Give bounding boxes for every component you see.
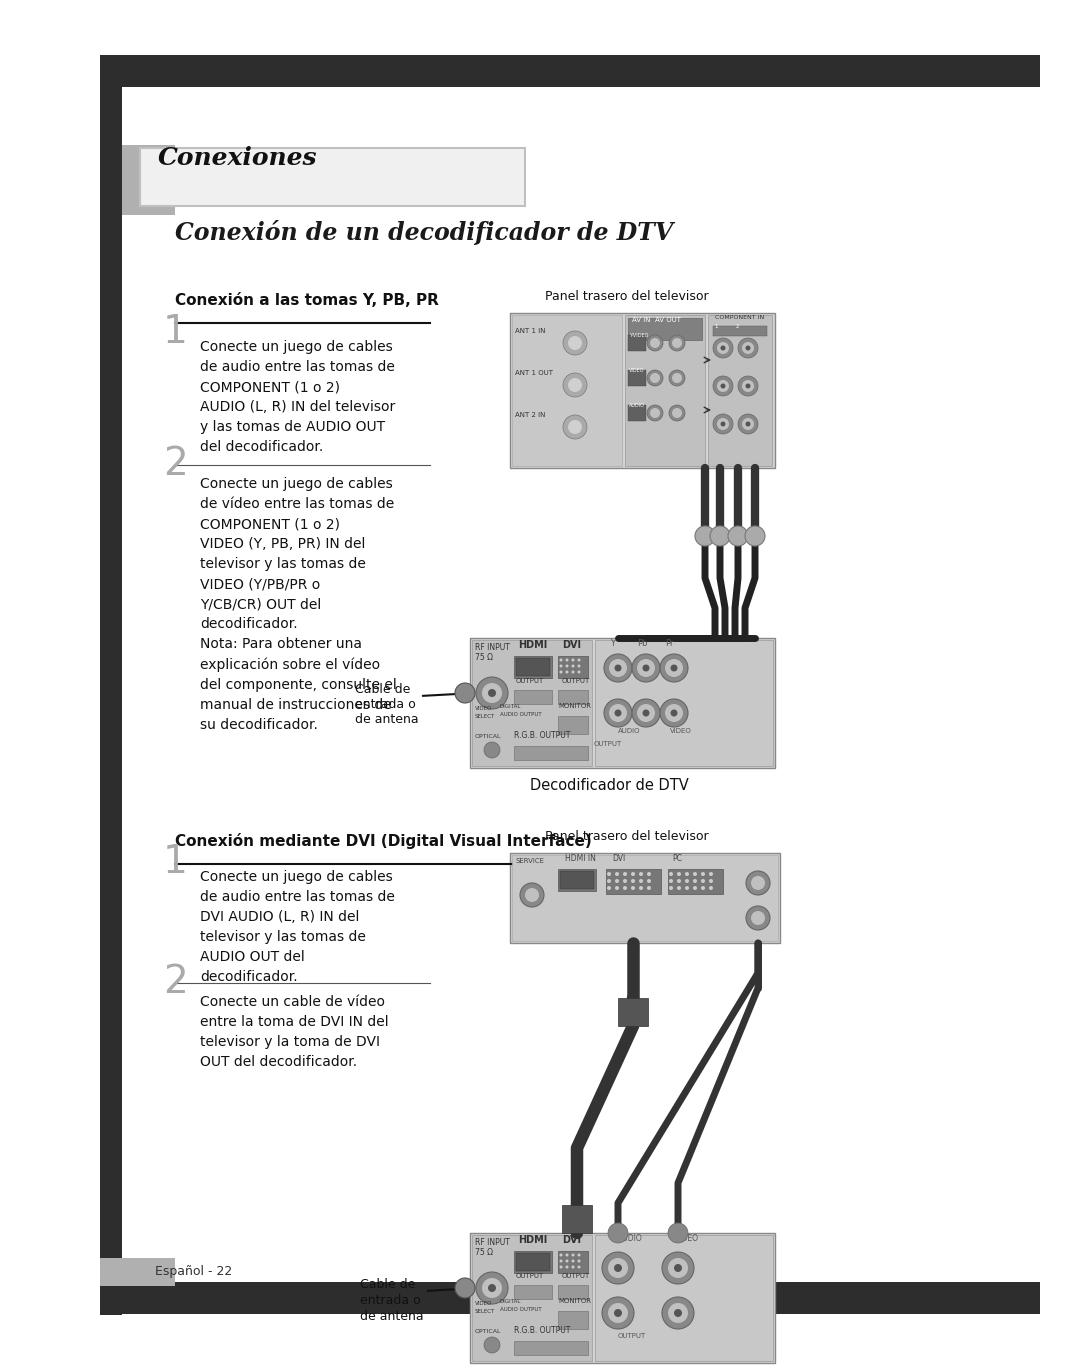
Circle shape: [615, 664, 621, 672]
Circle shape: [738, 338, 758, 359]
Circle shape: [693, 872, 697, 876]
Circle shape: [669, 335, 685, 350]
Circle shape: [677, 872, 681, 876]
Bar: [512, 315, 622, 465]
Circle shape: [669, 1303, 688, 1322]
Bar: [472, 639, 592, 767]
Bar: [514, 690, 552, 704]
Circle shape: [615, 1309, 622, 1317]
Text: Conexión a las tomas Y, PB, PR: Conexión a las tomas Y, PB, PR: [175, 293, 438, 308]
Circle shape: [571, 1259, 575, 1262]
Circle shape: [563, 415, 588, 439]
Circle shape: [559, 658, 563, 661]
Circle shape: [742, 342, 754, 355]
Bar: [510, 853, 780, 943]
Text: RF INPUT: RF INPUT: [475, 1238, 510, 1247]
Bar: [627, 335, 646, 350]
Circle shape: [662, 1296, 694, 1329]
Text: OUTPUT: OUTPUT: [562, 1273, 591, 1279]
Text: AUDIO: AUDIO: [618, 728, 640, 734]
Bar: [514, 1342, 588, 1355]
Circle shape: [525, 888, 539, 902]
Bar: [472, 1235, 592, 1361]
Circle shape: [745, 383, 751, 389]
Text: Y: Y: [610, 639, 615, 648]
Circle shape: [685, 872, 689, 876]
Bar: [558, 690, 588, 704]
Circle shape: [671, 709, 677, 716]
Bar: [100, 1258, 175, 1285]
Text: R.G.B. OUTPUT: R.G.B. OUTPUT: [514, 731, 570, 741]
Circle shape: [746, 906, 770, 930]
Circle shape: [602, 1253, 634, 1284]
Text: DVI: DVI: [562, 1235, 581, 1244]
Circle shape: [559, 671, 563, 674]
Circle shape: [482, 683, 502, 704]
Circle shape: [631, 879, 635, 883]
Text: VIDEO: VIDEO: [629, 368, 645, 372]
Text: Español - 22: Español - 22: [156, 1265, 232, 1279]
Text: DVI: DVI: [612, 854, 625, 862]
Bar: [470, 1233, 775, 1364]
Circle shape: [660, 700, 688, 727]
Circle shape: [647, 335, 663, 350]
Circle shape: [566, 1259, 568, 1262]
Bar: [625, 315, 705, 465]
Circle shape: [615, 872, 619, 876]
Text: ANT 1 IN: ANT 1 IN: [515, 329, 545, 334]
Text: 2: 2: [163, 445, 188, 483]
Circle shape: [677, 886, 681, 890]
Circle shape: [672, 338, 681, 348]
Circle shape: [566, 1265, 568, 1269]
Text: SERVICE: SERVICE: [515, 858, 544, 864]
Circle shape: [713, 413, 733, 434]
Circle shape: [751, 910, 765, 925]
Bar: [606, 869, 661, 894]
Text: R.G.B. OUTPUT: R.G.B. OUTPUT: [514, 1327, 570, 1335]
Circle shape: [578, 1254, 581, 1257]
Bar: [510, 314, 775, 468]
Circle shape: [578, 664, 581, 668]
Circle shape: [677, 879, 681, 883]
Circle shape: [615, 709, 621, 716]
Text: Panel trasero del televisor: Panel trasero del televisor: [545, 830, 708, 843]
Circle shape: [568, 335, 582, 350]
Circle shape: [488, 689, 496, 697]
Bar: [708, 315, 772, 465]
Text: AUDIO: AUDIO: [618, 1233, 643, 1243]
Text: OPTICAL: OPTICAL: [475, 734, 501, 739]
Circle shape: [672, 408, 681, 418]
Bar: [627, 405, 646, 422]
Circle shape: [643, 709, 649, 716]
Text: Cable de: Cable de: [360, 1279, 416, 1291]
Text: 75 Ω: 75 Ω: [475, 1249, 492, 1257]
Text: Conecte un juego de cables
de audio entre las tomas de
COMPONENT (1 o 2)
AUDIO (: Conecte un juego de cables de audio entr…: [200, 340, 395, 455]
Circle shape: [608, 1223, 627, 1243]
Circle shape: [519, 883, 544, 908]
Text: DVI: DVI: [562, 639, 581, 650]
Circle shape: [710, 526, 730, 546]
Circle shape: [623, 886, 627, 890]
Bar: [516, 658, 550, 676]
Circle shape: [669, 879, 673, 883]
Circle shape: [717, 342, 729, 355]
Circle shape: [563, 372, 588, 397]
Circle shape: [696, 526, 715, 546]
Circle shape: [615, 879, 619, 883]
Text: de antena: de antena: [360, 1310, 423, 1322]
Circle shape: [631, 886, 635, 890]
Text: AV OUT: AV OUT: [654, 318, 681, 323]
Text: HDMI: HDMI: [518, 639, 548, 650]
Text: Cable de: Cable de: [355, 683, 410, 695]
Text: ANT 2 IN: ANT 2 IN: [515, 412, 545, 418]
Bar: [627, 370, 646, 386]
Text: Conecte un juego de cables
de audio entre las tomas de
DVI AUDIO (L, R) IN del
t: Conecte un juego de cables de audio entr…: [200, 871, 395, 984]
Circle shape: [609, 704, 627, 721]
Circle shape: [578, 1259, 581, 1262]
Circle shape: [643, 664, 649, 672]
Circle shape: [647, 370, 663, 386]
Text: AUDIO OUTPUT: AUDIO OUTPUT: [500, 712, 542, 717]
Circle shape: [669, 886, 673, 890]
Text: 1: 1: [163, 314, 188, 350]
Bar: [558, 656, 588, 678]
